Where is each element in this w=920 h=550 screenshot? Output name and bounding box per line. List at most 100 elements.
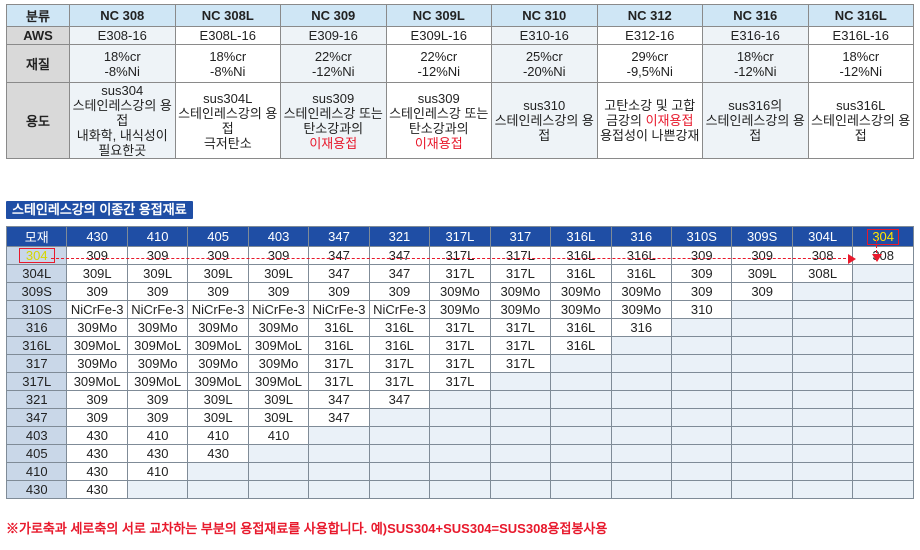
- matrix-cell: 317L: [489, 318, 552, 337]
- matrix-cell: 317L: [489, 246, 552, 265]
- matrix-cell: [610, 462, 672, 481]
- matrix-cell: 309: [66, 246, 128, 265]
- spec-cell-use: 고탄소강 및 고합 금강의 이재용접 용접성이 나쁜강재: [596, 82, 703, 159]
- matrix-cell: 316L: [550, 336, 612, 355]
- spec-cell-comp: 22%cr -12%Ni: [385, 44, 492, 83]
- matrix-cell: 317L: [308, 372, 370, 391]
- comp-ni: -12%Ni: [733, 63, 777, 79]
- spec-cell-aws: E309L-16: [385, 26, 492, 45]
- matrix-cell: 430: [66, 426, 128, 445]
- matrix-cell: [610, 390, 672, 409]
- matrix-cell: 316L: [610, 264, 672, 283]
- matrix-cell: 316L: [308, 318, 370, 337]
- spec-row-label: 재질: [6, 44, 70, 83]
- spec-row-name: 분류 NC 308 NC 308L NC 309 NC 309L NC 310 NC 312…: [6, 4, 914, 27]
- matrix-cell: [731, 336, 793, 355]
- matrix-cell: [670, 336, 733, 355]
- matrix-cell: 317L: [429, 372, 491, 391]
- matrix-cell: 309MoL: [187, 372, 249, 391]
- matrix-row-header: 347: [5, 408, 68, 427]
- spec-cell-name: NC 316L: [807, 4, 914, 27]
- spec-cell-name: NC 316: [702, 4, 809, 27]
- use-line: 탄소강과의: [303, 120, 364, 136]
- spec-cell-aws: E312-16: [596, 26, 703, 45]
- matrix-cell: 317L: [429, 318, 491, 337]
- matrix-cell: [126, 480, 189, 499]
- matrix-cell: [852, 300, 914, 319]
- matrix-cell: [368, 408, 431, 427]
- matrix-cell: 430: [66, 480, 128, 499]
- use-line: 스테인레스강의 용접: [494, 113, 594, 143]
- matrix-cell: [852, 444, 914, 463]
- matrix-cell: 309Mo: [610, 300, 672, 319]
- matrix-cell: 430: [187, 444, 249, 463]
- matrix-cell: [731, 300, 793, 319]
- matrix-cell: 309MoL: [126, 336, 189, 355]
- use-line: 스테인레스강 또는: [283, 105, 383, 121]
- matrix-cell: [368, 426, 431, 445]
- matrix-cell: 309Mo: [126, 354, 189, 373]
- matrix-cell: 308L: [791, 264, 854, 283]
- spec-cell-aws: E308-16: [69, 26, 176, 45]
- matrix-cell: [489, 390, 552, 409]
- arrow-right-icon: [848, 254, 856, 264]
- matrix-cell: [791, 426, 854, 445]
- matrix-cell: [550, 444, 612, 463]
- matrix-cell: 309MoL: [247, 336, 310, 355]
- matrix-row: 309S 309 309 309 309 309 309 309Mo 309Mo 309Mo 309…: [5, 282, 914, 301]
- spec-cell-comp: 18%cr -12%Ni: [702, 44, 809, 83]
- matrix-col-header: 403: [247, 226, 310, 247]
- matrix-cell: 347: [368, 264, 431, 283]
- matrix-cell: 309: [670, 246, 733, 265]
- matrix-cell: [550, 408, 612, 427]
- matrix-cell: 309: [670, 282, 733, 301]
- matrix-header-row: 모재 430 410 405 403 347 321 317L 317 316L 316 310S 30…: [5, 226, 914, 247]
- matrix-cell: 317L: [429, 246, 491, 265]
- matrix-cell: [791, 480, 854, 499]
- spec-cell-use: sus309 스테인레스강 또는 탄소강과의 이재용접: [385, 82, 492, 159]
- matrix-cell: 309MoL: [126, 372, 189, 391]
- matrix-row: 430 430: [5, 480, 914, 499]
- matrix-row: 316L 309MoL 309MoL 309MoL 309MoL 316L 316L 317L…: [5, 336, 914, 355]
- matrix-row-header: 316: [5, 318, 68, 337]
- matrix-cell: [550, 354, 612, 373]
- matrix-cell: 316L: [550, 264, 612, 283]
- matrix-row: 403 430 410 410 410: [5, 426, 914, 445]
- matrix-row: 347 309 309 309L 309L 347: [5, 408, 914, 427]
- matrix-cell: [308, 444, 370, 463]
- matrix-cell: 309Mo: [66, 354, 128, 373]
- matrix-cell: [247, 444, 310, 463]
- matrix-cell: [550, 426, 612, 445]
- matrix-cell: [489, 372, 552, 391]
- comp-ni: -12%Ni: [311, 63, 355, 79]
- matrix-cell: 317L: [368, 372, 431, 391]
- matrix-cell: NiCrFe-3: [126, 300, 189, 319]
- matrix-col-header: 321: [368, 226, 431, 247]
- matrix-col-header: 430: [66, 226, 128, 247]
- matrix-cell: [852, 354, 914, 373]
- matrix-cell: [791, 372, 854, 391]
- comp-ni: -12%Ni: [417, 63, 461, 79]
- comp-cr: 29%cr: [631, 48, 669, 64]
- matrix-cell: 309Mo: [550, 300, 612, 319]
- matrix-cell: 410: [126, 426, 189, 445]
- spec-cell-use: sus310 스테인레스강의 용접: [491, 82, 598, 159]
- section-title: 스테인레스강의 이종간 용접재료: [6, 201, 193, 219]
- use-text: sus304 스테인레스강의 용접 내화학, 내식성이 필요한곳: [72, 83, 173, 158]
- comp-ni: -20%Ni: [522, 63, 566, 79]
- use-line: 스테인레스강의 용접: [72, 98, 172, 128]
- spec-cell-name: NC 310: [491, 4, 598, 27]
- matrix-cell: [852, 318, 914, 337]
- matrix-cell: [247, 480, 310, 499]
- comp-cr: 18%cr: [103, 48, 141, 64]
- comp-cr: 25%cr: [525, 48, 563, 64]
- matrix-cell: 309L: [247, 264, 310, 283]
- matrix-row-header: 430: [5, 480, 68, 499]
- matrix-cell: NiCrFe-3: [368, 300, 431, 319]
- matrix-cell: 316L: [550, 246, 612, 265]
- matrix-cell: 316L: [368, 318, 431, 337]
- matrix-cell: [308, 426, 370, 445]
- matrix-cell: 430: [66, 462, 128, 481]
- spec-cell-comp: 18%cr -12%Ni: [807, 44, 914, 83]
- matrix-cell: 316L: [610, 246, 672, 265]
